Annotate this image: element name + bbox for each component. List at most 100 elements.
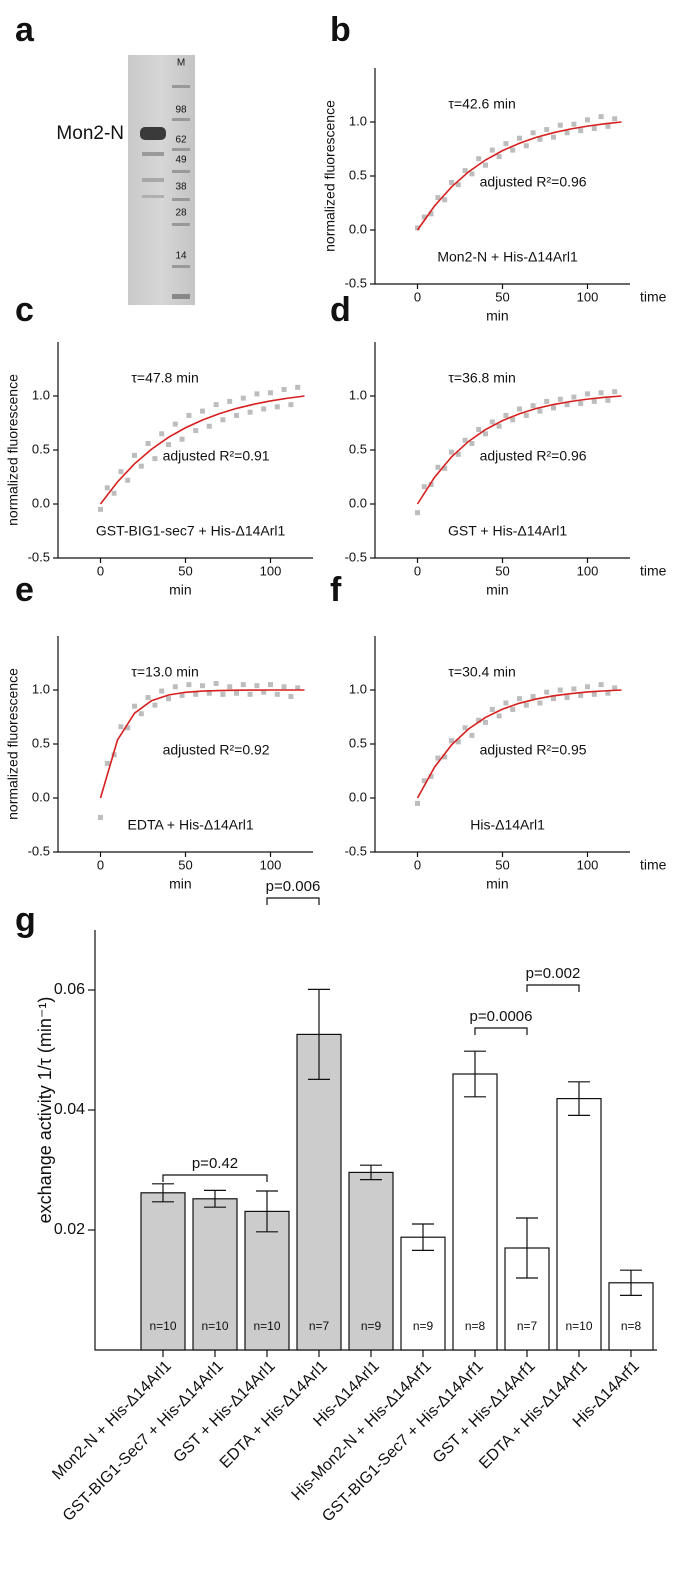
data-point: [510, 706, 516, 712]
data-point: [281, 387, 287, 393]
y-tick-label: 1.0: [349, 113, 367, 128]
x-tick-label: 100: [577, 563, 599, 578]
data-point: [166, 696, 171, 702]
gel-marker-label: 49: [175, 155, 187, 166]
x-tick-label: 50: [495, 563, 509, 578]
gel-band: [142, 178, 164, 182]
significance-bracket: [526, 984, 580, 992]
data-point: [537, 408, 543, 414]
data-point: [172, 421, 178, 427]
panel-letter: g: [15, 901, 36, 939]
data-point: [145, 441, 151, 447]
bar: [556, 1097, 602, 1351]
data-point: [206, 690, 212, 696]
data-point: [571, 686, 577, 692]
y-tick-label: 1.0: [349, 681, 367, 696]
data-point: [193, 428, 199, 434]
error-bar: [256, 1190, 278, 1233]
data-point: [442, 754, 448, 760]
data-point: [247, 691, 253, 697]
data-point: [268, 390, 273, 396]
x-tick-label: 100: [577, 289, 599, 304]
data-point: [578, 401, 584, 407]
n-label: n=7: [517, 1319, 538, 1333]
gel-sample-label: Mon2-N: [56, 123, 124, 144]
data-point: [213, 402, 219, 408]
data-point: [449, 738, 454, 744]
error-bar: [360, 1164, 382, 1181]
n-label: n=10: [253, 1319, 280, 1333]
data-point: [240, 682, 246, 688]
data-point: [564, 695, 570, 701]
n-label: n=10: [149, 1319, 176, 1333]
data-point: [138, 711, 144, 717]
data-point: [612, 116, 618, 122]
data-point: [605, 397, 611, 403]
data-point: [125, 725, 131, 731]
data-point: [598, 114, 604, 120]
data-point: [503, 141, 509, 147]
data-point: [186, 682, 192, 688]
y-tick-label: 1.0: [349, 387, 367, 402]
y-tick-label: 0.5: [349, 441, 367, 456]
data-point: [571, 121, 577, 127]
data-point: [435, 464, 441, 470]
data-point: [469, 732, 475, 738]
data-point: [462, 725, 468, 731]
n-label: n=10: [565, 1319, 592, 1333]
annotation: adjusted R²=0.96: [480, 448, 587, 464]
n-label: n=8: [465, 1319, 486, 1333]
data-point: [118, 724, 124, 730]
gel-band: [172, 85, 190, 88]
bar: [244, 1210, 290, 1351]
x-tick-label: GST + His-Δ14Arf1: [430, 1358, 539, 1467]
data-point: [537, 700, 543, 706]
data-point: [428, 482, 434, 488]
data-point: [605, 123, 611, 129]
significance-bracket: [266, 897, 320, 905]
x-tick-label: 0: [414, 289, 421, 304]
data-point: [612, 389, 618, 395]
gel-band: [172, 148, 190, 151]
y-axis-label: normalized fluorescence: [5, 374, 21, 526]
data-point: [578, 692, 584, 698]
error-bar: [516, 1217, 538, 1279]
y-tick-label: 0.04: [54, 1101, 85, 1118]
y-tick-label: 0.0: [349, 221, 367, 236]
data-point: [483, 719, 488, 725]
annotation: adjusted R²=0.91: [163, 448, 270, 464]
x-axis-label: min: [486, 876, 509, 892]
n-label: n=7: [309, 1319, 330, 1333]
gel-marker-label: 14: [175, 251, 187, 262]
data-point: [240, 395, 246, 401]
x-tick-label: 100: [260, 857, 282, 872]
fit-curve: [416, 395, 622, 505]
data-point: [200, 683, 205, 689]
data-point: [510, 147, 516, 153]
y-tick-label: 1.0: [32, 681, 50, 696]
data-point: [435, 195, 441, 201]
error-bar: [412, 1223, 434, 1251]
data-point: [288, 402, 294, 408]
data-point: [206, 423, 212, 429]
y-tick-label: 0.5: [349, 167, 367, 182]
x-axis-label: min: [486, 582, 509, 598]
fit-curve: [416, 121, 622, 231]
gel-band: [172, 118, 190, 121]
data-point: [496, 154, 502, 160]
data-point: [462, 437, 468, 443]
p-value-label: p=0.006: [266, 878, 321, 895]
data-point: [421, 778, 427, 784]
data-point: [551, 134, 556, 140]
x-axis-label: min: [169, 876, 192, 892]
gel-band: [172, 265, 190, 268]
panel-letter: f: [330, 571, 342, 609]
data-point: [530, 130, 536, 136]
data-point: [598, 390, 604, 396]
data-point: [530, 403, 536, 409]
data-point: [544, 689, 550, 695]
error-bar: [204, 1189, 226, 1208]
data-point: [523, 702, 529, 708]
data-point: [544, 398, 550, 404]
